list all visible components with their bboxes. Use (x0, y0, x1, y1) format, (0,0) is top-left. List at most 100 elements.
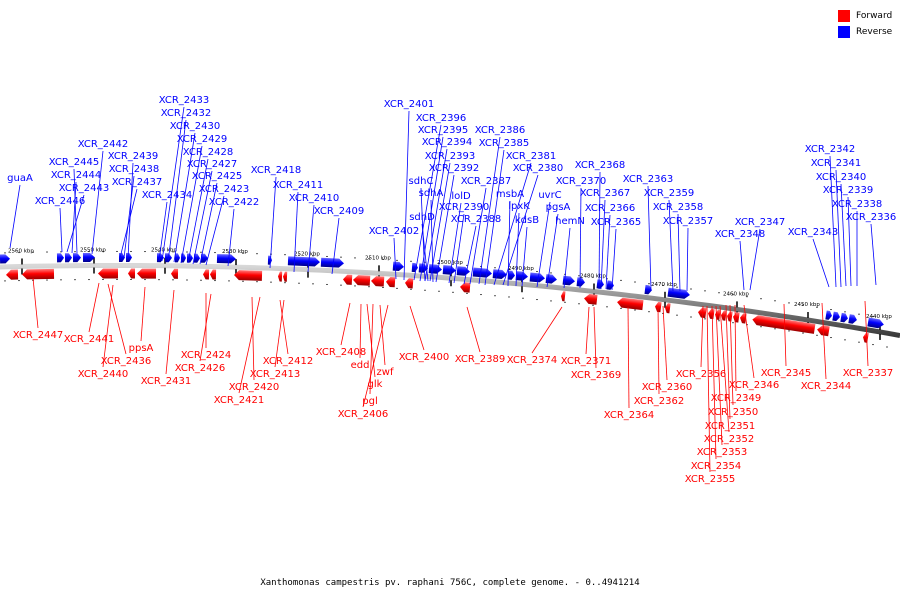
gene-label-group[interactable]: msbA (496, 189, 524, 287)
gene-label-group[interactable]: XCR_2386 (475, 125, 526, 285)
reverse-gene-arrow[interactable] (418, 263, 429, 273)
gene-label-group[interactable]: ppsA (129, 286, 154, 354)
gene-label-group[interactable]: XCR_2406 (338, 304, 389, 420)
reverse-gene-arrow[interactable] (576, 277, 586, 287)
gene-label-group[interactable]: XCR_2411 (273, 180, 324, 273)
gene-label-group[interactable]: XCR_2359 (644, 188, 695, 292)
reverse-gene-arrow[interactable] (287, 256, 320, 267)
gene-label-group[interactable]: pgl (362, 303, 378, 407)
gene-label-group[interactable]: XCR_2427 (187, 159, 238, 265)
forward-gene-arrow[interactable] (128, 268, 136, 279)
gene-label-group[interactable]: XCR_2342 (805, 144, 856, 288)
gene-label-group[interactable]: XCR_2436 (101, 283, 152, 367)
gene-label-group[interactable]: lpxK (508, 201, 530, 287)
gene-label-group[interactable]: XCR_2367 (580, 188, 631, 290)
gene-label-group[interactable]: lolD (448, 191, 471, 284)
gene-label-group[interactable]: XCR_2434 (142, 190, 193, 262)
gene-label-group[interactable]: XCR_2348 (715, 229, 766, 291)
gene-label-group[interactable]: XCR_2429 (177, 134, 228, 264)
forward-gene-arrow[interactable] (210, 269, 217, 280)
gene-label-group[interactable]: XCR_2408 (316, 302, 367, 358)
reverse-gene-arrow[interactable] (64, 253, 72, 263)
forward-gene-arrow[interactable] (137, 268, 157, 279)
gene-label-group[interactable]: XCR_2401 (384, 99, 435, 281)
gene-label-group[interactable]: XCR_2393 (425, 151, 476, 282)
reverse-gene-arrow[interactable] (193, 253, 200, 263)
gene-label-group[interactable]: XCR_2426 (175, 293, 226, 374)
forward-gene-arrow[interactable] (561, 291, 566, 302)
gene-label-group[interactable]: hemN (555, 216, 585, 289)
forward-gene-arrow[interactable] (617, 297, 644, 311)
reverse-gene-arrow[interactable] (606, 280, 615, 290)
forward-gene-arrow[interactable] (664, 303, 671, 314)
forward-gene-arrow[interactable] (371, 276, 385, 287)
gene-label-group[interactable]: XCR_2338 (832, 199, 883, 286)
gene-label-group[interactable]: XCR_2346 (729, 304, 780, 391)
forward-gene-arrow[interactable] (726, 311, 733, 322)
gene-label-group[interactable]: pgsA (546, 202, 571, 288)
gene-label-group[interactable]: XCR_2432 (161, 108, 212, 263)
gene-label-group[interactable]: sdhA (419, 188, 444, 283)
gene-label-group[interactable]: XCR_2390 (439, 202, 490, 284)
gene-label-group[interactable]: XCR_2424 (181, 293, 232, 361)
gene-label-group[interactable]: XCR_2385 (479, 138, 530, 286)
gene-label-group[interactable]: XCR_2400 (399, 305, 450, 363)
gene-label-group[interactable]: XCR_2369 (571, 306, 622, 381)
gene-label-group[interactable]: XCR_2441 (64, 282, 115, 345)
gene-label-group[interactable]: XCR_2425 (192, 171, 243, 265)
gene-label-group[interactable]: XCR_2446 (35, 196, 86, 253)
gene-label-group[interactable]: XCR_2351 (705, 304, 756, 432)
gene-label-group[interactable]: XCR_2431 (141, 289, 192, 387)
reverse-gene-arrow[interactable] (596, 279, 605, 289)
reverse-gene-arrow[interactable] (442, 265, 457, 275)
forward-gene-arrow[interactable] (234, 270, 263, 281)
reverse-gene-arrow[interactable] (56, 253, 64, 263)
gene-label-group[interactable]: XCR_2349 (711, 304, 762, 404)
gene-label-group[interactable]: XCR_2365 (591, 217, 642, 291)
forward-gene-arrow[interactable] (278, 271, 283, 282)
reverse-gene-arrow[interactable] (825, 310, 832, 320)
gene-label-group[interactable]: XCR_2350 (708, 304, 759, 418)
gene-label-group[interactable]: XCR_2410 (289, 193, 340, 273)
gene-label-group[interactable]: XCR_2442 (78, 139, 129, 255)
reverse-gene-arrow[interactable] (72, 253, 81, 263)
forward-gene-arrow[interactable] (460, 282, 471, 293)
reverse-gene-arrow[interactable] (644, 284, 652, 295)
gene-label-group[interactable]: XCR_2366 (585, 203, 636, 290)
forward-gene-arrow[interactable] (720, 310, 727, 321)
reverse-gene-arrow[interactable] (867, 317, 884, 330)
reverse-gene-arrow[interactable] (848, 314, 857, 324)
gene-label-group[interactable]: XCR_2421 (214, 296, 265, 406)
forward-gene-arrow[interactable] (283, 271, 288, 282)
gene-label-group[interactable]: XCR_2370 (556, 176, 607, 289)
gene-label-group[interactable]: guaA (7, 173, 33, 249)
gene-label-group[interactable]: XCR_2392 (429, 163, 480, 283)
reverse-gene-arrow[interactable] (515, 271, 529, 281)
gene-label-group[interactable]: XCR_2387 (461, 176, 512, 285)
reverse-gene-arrow[interactable] (0, 254, 10, 264)
gene-label-group[interactable]: sdhD (409, 212, 435, 282)
gene-label-group[interactable]: edd (351, 303, 370, 371)
gene-label-group[interactable]: XCR_2360 (642, 305, 693, 393)
gene-label-group[interactable]: XCR_2413 (250, 299, 301, 380)
gene-label-group[interactable]: XCR_2440 (78, 284, 129, 380)
forward-gene-arrow[interactable] (22, 268, 55, 280)
gene-label-group[interactable]: XCR_2374 (507, 306, 563, 366)
gene-label-group[interactable]: XCR_2430 (170, 121, 221, 263)
reverse-gene-arrow[interactable] (472, 267, 493, 279)
forward-gene-arrow[interactable] (752, 315, 816, 334)
gene-label-group[interactable]: XCR_2388 (451, 214, 502, 285)
gene-label-group[interactable]: XCR_2412 (263, 299, 314, 367)
gene-label-group[interactable]: XCR_2336 (846, 212, 897, 286)
gene-label-group[interactable]: XCR_2423 (199, 184, 250, 266)
gene-label-group[interactable]: XCR_2402 (369, 226, 420, 280)
gene-label-group[interactable]: XCR_2428 (183, 147, 234, 264)
gene-label-group[interactable]: XCR_2339 (823, 185, 874, 287)
gene-label-group[interactable]: XCR_2396 (413, 113, 466, 281)
gene-label-group[interactable]: XCR_2358 (653, 202, 704, 292)
gene-label-group[interactable]: XCR_2357 (663, 216, 714, 292)
gene-label-group[interactable]: XCR_2368 (575, 160, 626, 290)
reverse-gene-arrow[interactable] (216, 254, 236, 264)
forward-gene-arrow[interactable] (732, 312, 740, 323)
